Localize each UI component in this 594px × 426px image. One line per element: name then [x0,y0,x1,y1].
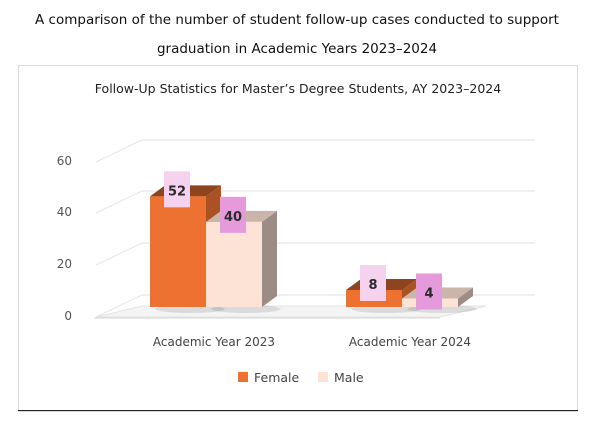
y-tick-label: 0 [64,309,72,323]
data-label-box [416,273,442,310]
bottom-rule [18,410,578,411]
legend-label-male: Male [334,370,364,385]
legend-swatch-male [318,372,328,382]
chart-floor [95,305,487,318]
x-category-label: Academic Year 2024 [349,335,471,349]
data-label: 4 [424,286,433,301]
gridline-diagonal [95,139,143,163]
x-category-label: Academic Year 2023 [153,335,275,349]
gridline-diagonal [95,190,143,214]
data-label-box [220,196,246,233]
data-label: 40 [224,210,242,225]
data-label: 8 [368,278,377,293]
gridline-diagonal [95,294,143,318]
legend-swatch-female [238,372,248,382]
data-label: 52 [168,184,186,199]
chart-title: Follow-Up Statistics for Master’s Degree… [94,81,502,96]
figure-caption-line-2: graduation in Academic Years 2023–2024 [156,41,438,57]
bar-side-male [262,210,277,307]
y-tick-label: 40 [57,205,72,219]
y-tick-label: 20 [57,257,72,271]
bar-male-1 [206,221,262,307]
chart-container: Follow-Up Statistics for Master’s Degree… [18,65,578,412]
y-tick-label: 60 [57,154,72,168]
data-label-box [164,171,190,208]
bar-side-male [458,287,473,307]
legend-label-female: Female [254,370,300,385]
bar-female-1 [150,196,206,307]
figure-caption-line-1: A comparison of the number of student fo… [35,12,559,28]
data-label-box [360,264,386,301]
gridline-diagonal [95,242,143,266]
